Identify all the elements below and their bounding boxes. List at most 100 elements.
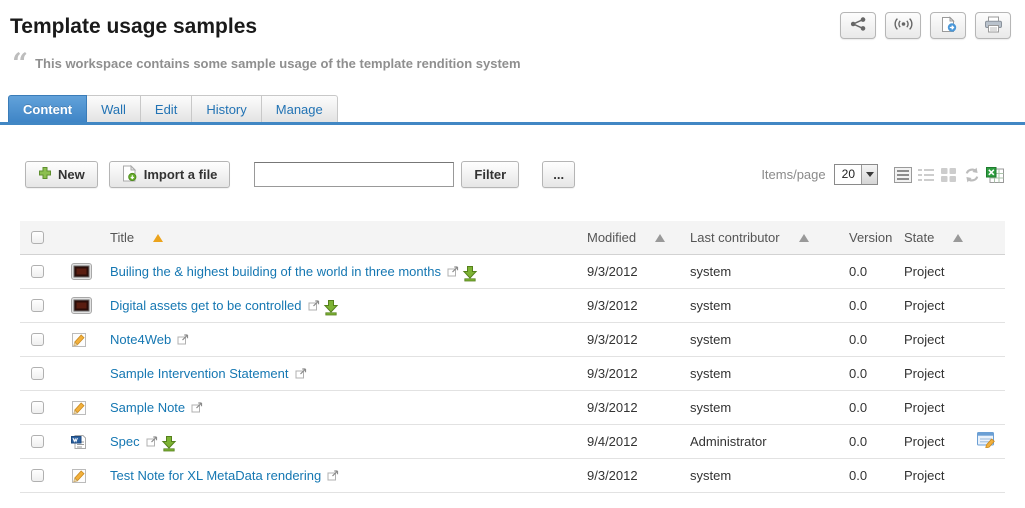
column-header-modified[interactable]: Modified bbox=[560, 230, 666, 245]
detail-view-button[interactable] bbox=[915, 165, 936, 184]
download-icon[interactable] bbox=[161, 435, 177, 452]
last-contributor: system bbox=[690, 468, 732, 483]
table-body: Builing the & highest building of the wo… bbox=[20, 255, 1005, 493]
contributor-header-label: Last contributor bbox=[690, 230, 780, 245]
modified-date: 9/3/2012 bbox=[587, 366, 638, 381]
excel-export-button[interactable] bbox=[984, 165, 1005, 184]
row-checkbox[interactable] bbox=[31, 435, 44, 448]
row-checkbox[interactable] bbox=[31, 401, 44, 414]
last-contributor: system bbox=[690, 332, 732, 347]
last-contributor: system bbox=[690, 366, 732, 381]
modified-date: 9/3/2012 bbox=[587, 332, 638, 347]
sort-asc-icon[interactable] bbox=[655, 233, 666, 242]
tab-wall[interactable]: Wall bbox=[87, 95, 141, 122]
external-link-icon[interactable] bbox=[447, 266, 459, 277]
column-header-last-contributor[interactable]: Last contributor bbox=[660, 230, 825, 245]
download-icon[interactable] bbox=[323, 299, 339, 316]
column-header-version: Version bbox=[825, 230, 892, 245]
row-checkbox[interactable] bbox=[31, 299, 44, 312]
content-toolbar: New Import a file Filter ... Items/page … bbox=[0, 125, 1025, 188]
row-checkbox[interactable] bbox=[31, 265, 44, 278]
page-header: Template usage samples bbox=[0, 0, 1025, 39]
note-icon bbox=[71, 468, 87, 484]
tab-manage[interactable]: Manage bbox=[261, 95, 338, 122]
last-contributor: Administrator bbox=[690, 434, 767, 449]
items-per-page-value: 20 bbox=[841, 167, 855, 181]
document-link[interactable]: Spec bbox=[110, 434, 140, 449]
version-value: 0.0 bbox=[849, 298, 868, 313]
table-header-row: Title Modified Last contributor Version … bbox=[20, 221, 1005, 255]
modified-date: 9/3/2012 bbox=[587, 298, 638, 313]
sort-asc-icon[interactable] bbox=[953, 233, 964, 242]
filter-button[interactable]: Filter bbox=[461, 161, 520, 188]
import-file-button[interactable]: Import a file bbox=[108, 161, 231, 188]
external-link-icon[interactable] bbox=[146, 436, 158, 447]
sort-asc-active-icon[interactable] bbox=[153, 233, 164, 242]
filter-input[interactable] bbox=[254, 162, 455, 187]
state-value: Project bbox=[904, 434, 945, 449]
refresh-button[interactable] bbox=[961, 165, 982, 184]
sort-asc-icon[interactable] bbox=[798, 233, 809, 242]
table-row: Note4Web 9/3/2012 system 0.0 Project bbox=[20, 323, 1005, 357]
version-value: 0.0 bbox=[849, 264, 868, 279]
table-row: Sample Note 9/3/2012 system 0.0 Project bbox=[20, 391, 1005, 425]
header-actions bbox=[840, 12, 1011, 39]
version-value: 0.0 bbox=[849, 332, 868, 347]
external-link-icon[interactable] bbox=[295, 368, 307, 379]
rss-button[interactable] bbox=[885, 12, 921, 39]
version-value: 0.0 bbox=[849, 468, 868, 483]
thumbnail-view-button[interactable] bbox=[938, 165, 959, 184]
column-header-title[interactable]: Title bbox=[104, 230, 560, 245]
new-button[interactable]: New bbox=[25, 161, 98, 188]
tab-edit[interactable]: Edit bbox=[140, 95, 193, 122]
tab-history[interactable]: History bbox=[192, 95, 262, 122]
state-value: Project bbox=[904, 366, 945, 381]
version-value: 0.0 bbox=[849, 434, 868, 449]
print-button[interactable] bbox=[975, 12, 1011, 39]
export-button[interactable] bbox=[930, 12, 966, 39]
new-button-label: New bbox=[58, 167, 85, 182]
state-value: Project bbox=[904, 468, 945, 483]
last-contributor: system bbox=[690, 400, 732, 415]
state-value: Project bbox=[904, 400, 945, 415]
row-checkbox[interactable] bbox=[31, 469, 44, 482]
table-row: Digital assets get to be controlled 9/3/… bbox=[20, 289, 1005, 323]
table-row: Test Note for XL MetaData rendering 9/3/… bbox=[20, 459, 1005, 493]
note-icon bbox=[71, 332, 87, 348]
modified-date: 9/3/2012 bbox=[587, 400, 638, 415]
workspace-description: “ This workspace contains some sample us… bbox=[0, 39, 1025, 80]
row-checkbox[interactable] bbox=[31, 367, 44, 380]
external-link-icon[interactable] bbox=[308, 300, 320, 311]
editing-indicator-icon bbox=[977, 432, 997, 451]
modified-header-label: Modified bbox=[587, 230, 637, 245]
video-thumbnail-icon bbox=[71, 297, 92, 314]
document-link[interactable]: Sample Intervention Statement bbox=[110, 366, 289, 381]
document-link[interactable]: Digital assets get to be controlled bbox=[110, 298, 302, 313]
document-link[interactable]: Test Note for XL MetaData rendering bbox=[110, 468, 322, 483]
document-link[interactable]: Builing the & highest building of the wo… bbox=[110, 264, 441, 279]
description-text: This workspace contains some sample usag… bbox=[35, 56, 521, 71]
download-icon[interactable] bbox=[462, 265, 478, 282]
row-checkbox[interactable] bbox=[31, 333, 44, 346]
document-link[interactable]: Note4Web bbox=[110, 332, 172, 347]
export-document-icon bbox=[940, 15, 957, 36]
document-link[interactable]: Sample Note bbox=[110, 400, 186, 415]
share-button[interactable] bbox=[840, 12, 876, 39]
note-icon bbox=[71, 400, 87, 416]
select-all-checkbox[interactable] bbox=[31, 231, 44, 244]
items-per-page-label: Items/page bbox=[761, 167, 826, 182]
column-header-state[interactable]: State bbox=[885, 230, 965, 245]
more-options-button[interactable]: ... bbox=[542, 161, 576, 188]
list-view-button[interactable] bbox=[892, 165, 913, 184]
modified-date: 9/3/2012 bbox=[587, 468, 638, 483]
quote-icon: “ bbox=[12, 47, 29, 80]
external-link-icon[interactable] bbox=[191, 402, 203, 413]
word-document-icon bbox=[71, 434, 88, 450]
tab-content[interactable]: Content bbox=[8, 95, 88, 122]
items-per-page-select[interactable]: 20 bbox=[833, 164, 878, 185]
external-link-icon[interactable] bbox=[327, 470, 339, 481]
external-link-icon[interactable] bbox=[177, 334, 189, 345]
import-button-label: Import a file bbox=[143, 167, 218, 182]
plus-icon bbox=[38, 166, 52, 183]
version-header-label: Version bbox=[849, 230, 893, 245]
